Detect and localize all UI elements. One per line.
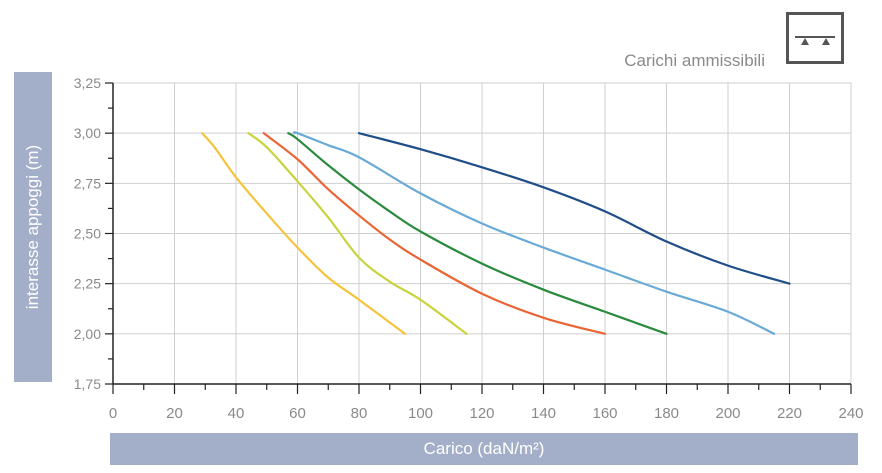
x-tick-label: 100 — [408, 405, 433, 422]
x-tick-label: 40 — [228, 405, 245, 422]
series-line-4 — [287, 132, 668, 335]
x-tick-label: 0 — [109, 405, 117, 422]
x-tick-label: 140 — [531, 405, 556, 422]
series-line-1 — [201, 132, 407, 335]
x-tick-label: 220 — [777, 405, 802, 422]
y-tick-label: 2,50 — [74, 226, 101, 242]
x-axis-label: Carico (daN/m²) — [423, 439, 545, 458]
grid — [112, 82, 852, 385]
chart-subtitle: Carichi ammissibili — [624, 51, 765, 70]
x-tick-label: 60 — [289, 405, 306, 422]
supported-beam-icon — [786, 12, 844, 64]
x-tick-label: 200 — [715, 405, 740, 422]
y-tick-label: 2,75 — [74, 175, 101, 191]
series-lines — [201, 131, 791, 335]
y-axis-label-band — [14, 72, 52, 382]
x-tick-label: 160 — [592, 405, 617, 422]
axes — [105, 82, 852, 394]
tick-labels: 0 20 40 60 80 100 120 140 160 180 200 220 240 1,75 2,0… — [74, 75, 864, 422]
x-tick-label: 120 — [469, 405, 494, 422]
series-line-6 — [357, 132, 791, 285]
x-axis-label-band: Carico (daN/m²) — [110, 433, 858, 465]
x-tick-label: 80 — [351, 405, 368, 422]
series-line-3 — [262, 132, 607, 335]
y-tick-label: 3,25 — [74, 75, 101, 91]
y-tick-label: 1,75 — [74, 376, 101, 392]
x-tick-label: 240 — [838, 405, 863, 422]
series-line-5 — [292, 131, 776, 335]
y-tick-label: 2,25 — [74, 276, 101, 292]
y-tick-label: 2,00 — [74, 326, 101, 342]
x-tick-label: 20 — [166, 405, 183, 422]
series-line-2 — [247, 132, 468, 335]
y-tick-label: 3,00 — [74, 125, 101, 141]
x-tick-label: 180 — [654, 405, 679, 422]
